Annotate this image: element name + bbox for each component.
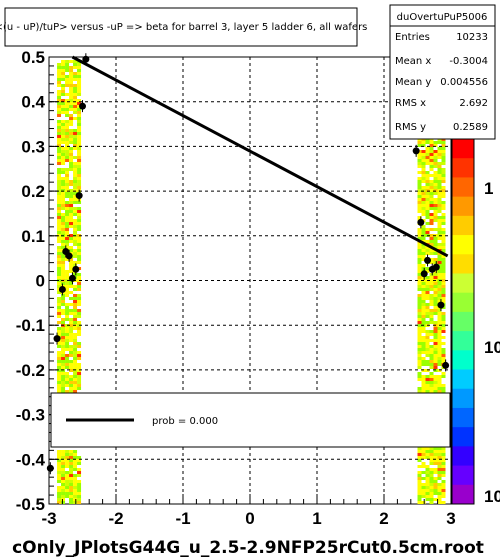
palette-swatch bbox=[452, 369, 474, 390]
palette-swatch bbox=[452, 388, 474, 409]
stats-label: Mean x bbox=[395, 56, 431, 67]
axis-ticks: -3 -2 -1 0 1 2 3 -0.5 -0.4 -0.3 -0.2 -0.1 0 0.1 0.2 0.3… bbox=[16, 48, 456, 528]
stats-value: 0.2589 bbox=[453, 122, 488, 133]
y-tick-label: -0.5 bbox=[16, 495, 45, 514]
z-tick-label: 10 bbox=[484, 487, 500, 506]
fit-line bbox=[71, 55, 449, 258]
x-tick-label: -3 bbox=[41, 509, 56, 528]
data-point bbox=[412, 144, 420, 157]
stats-label: RMS y bbox=[395, 122, 426, 133]
data-point bbox=[442, 359, 450, 372]
stats-value: 10233 bbox=[456, 32, 488, 43]
stats-row: Mean y 0.004556 bbox=[395, 77, 488, 88]
y-tick-label: -0.3 bbox=[16, 406, 45, 425]
palette-swatch bbox=[452, 311, 474, 332]
palette-swatch bbox=[452, 254, 474, 274]
y-tick-label: 0 bbox=[36, 272, 45, 291]
palette-swatch bbox=[452, 158, 474, 178]
stats-label: Entries bbox=[395, 32, 430, 43]
x-tick-label: 3 bbox=[446, 509, 455, 528]
y-tick-label: 0.4 bbox=[21, 93, 45, 112]
data-point bbox=[432, 261, 440, 274]
stats-value: 2.692 bbox=[459, 98, 488, 109]
fit-line-group bbox=[71, 55, 449, 258]
data-point bbox=[417, 216, 425, 229]
stats-label: Mean y bbox=[395, 77, 431, 88]
stats-row: Mean x -0.3004 bbox=[395, 56, 488, 67]
data-points bbox=[46, 53, 450, 475]
legend-entry: prob = 0.000 bbox=[152, 416, 218, 427]
palette-swatch bbox=[452, 235, 474, 255]
palette-swatch bbox=[452, 273, 474, 294]
stats-box bbox=[389, 4, 496, 140]
x-tick-label: 1 bbox=[312, 509, 321, 528]
palette-swatch bbox=[452, 196, 474, 217]
z-tick-label: 10 bbox=[484, 338, 500, 357]
data-point bbox=[68, 272, 76, 285]
stats-row: RMS x 2.692 bbox=[395, 98, 488, 109]
data-point bbox=[424, 254, 432, 267]
stats-row: Entries 10233 bbox=[395, 32, 488, 43]
palette-swatch bbox=[452, 177, 474, 198]
data-point bbox=[58, 283, 66, 296]
data-point bbox=[72, 263, 80, 276]
palette-swatch bbox=[452, 484, 474, 505]
y-tick-label: -0.1 bbox=[16, 316, 45, 335]
palette-swatch bbox=[452, 292, 474, 313]
y-tick-label: -0.4 bbox=[16, 450, 46, 469]
stats-name: duOvertuPuP5006 bbox=[397, 12, 488, 23]
y-tick-label: 0.3 bbox=[21, 137, 45, 156]
data-point bbox=[82, 53, 90, 66]
data-point bbox=[437, 299, 445, 312]
chart-title: <(u - uP)/tuP> versus -uP => beta for ba… bbox=[0, 22, 367, 33]
x-tick-label: 0 bbox=[245, 509, 254, 528]
stats-rows: Entries 10233 Mean x -0.3004 Mean y 0.004556 R… bbox=[395, 32, 488, 133]
stats-value: 0.004556 bbox=[440, 77, 488, 88]
data-point bbox=[46, 462, 54, 475]
stats-value: -0.3004 bbox=[449, 56, 488, 67]
data-point bbox=[75, 189, 83, 202]
palette-swatch bbox=[452, 446, 474, 467]
palette-swatch bbox=[452, 465, 474, 486]
title-box bbox=[4, 7, 358, 47]
y-tick-label: 0.5 bbox=[21, 48, 45, 67]
data-point bbox=[420, 267, 428, 280]
data-point bbox=[53, 332, 61, 345]
file-name-footer: cOnly_JPlotsG44G_u_2.5-2.9NFP25rCut0.5cm… bbox=[12, 538, 484, 558]
y-tick-label: -0.2 bbox=[16, 361, 45, 380]
palette-swatch bbox=[452, 331, 474, 351]
z-tick-label: 1 bbox=[484, 179, 493, 198]
palette-swatch bbox=[452, 407, 474, 428]
y-tick-label: 0.2 bbox=[21, 182, 45, 201]
palette-swatch bbox=[452, 350, 474, 371]
stats-label: RMS x bbox=[395, 98, 426, 109]
stats-row: RMS y 0.2589 bbox=[395, 122, 488, 133]
y-tick-label: 0.1 bbox=[21, 227, 45, 246]
color-palette: 1 10 10 bbox=[451, 138, 500, 506]
palette-swatch bbox=[452, 139, 474, 159]
x-tick-label: 2 bbox=[379, 509, 388, 528]
x-tick-label: -1 bbox=[175, 509, 190, 528]
data-point bbox=[79, 100, 86, 113]
data-point bbox=[65, 249, 73, 262]
palette-swatch bbox=[452, 215, 474, 236]
palette-swatch bbox=[452, 427, 474, 447]
x-tick-label: -2 bbox=[108, 509, 123, 528]
